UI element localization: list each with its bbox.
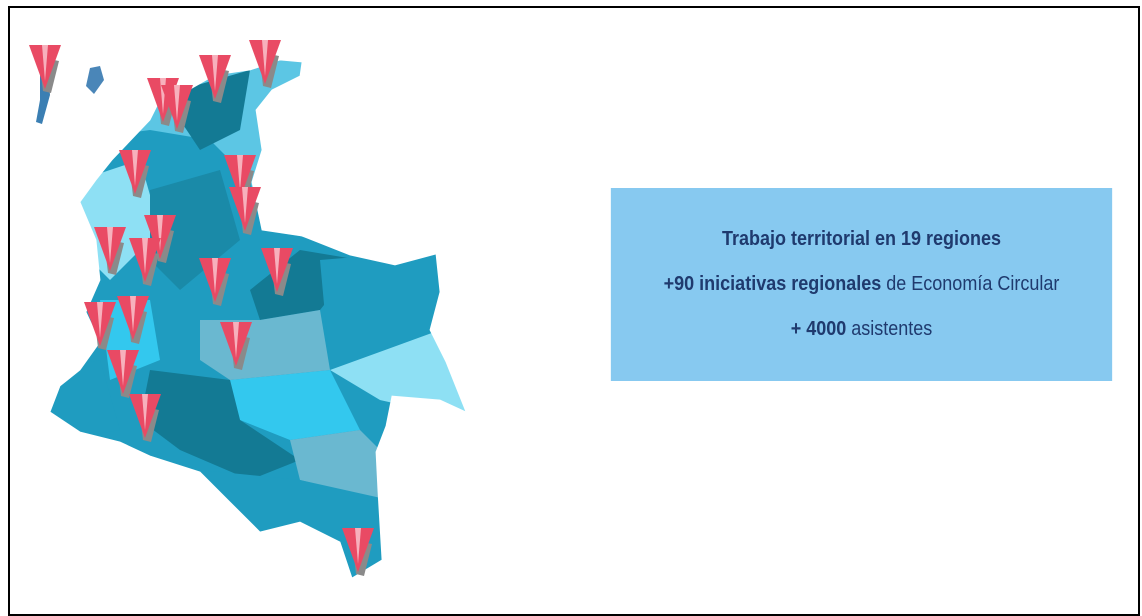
pin bbox=[342, 528, 374, 576]
pin-part bbox=[355, 528, 361, 564]
pin bbox=[249, 40, 281, 88]
pin bbox=[161, 85, 193, 133]
pin-part bbox=[157, 215, 163, 251]
pin-part bbox=[130, 296, 136, 332]
pin bbox=[199, 55, 231, 103]
region bbox=[180, 70, 250, 150]
pin-part bbox=[274, 248, 280, 284]
info-line: + 4000 asistentes bbox=[791, 318, 933, 341]
pin-part bbox=[120, 350, 126, 386]
pin-part bbox=[262, 40, 268, 76]
pin bbox=[94, 227, 126, 275]
pin-part bbox=[97, 302, 103, 338]
pin-part bbox=[142, 394, 148, 430]
pin bbox=[261, 248, 293, 296]
island bbox=[86, 66, 104, 94]
pin-part bbox=[212, 55, 218, 91]
region bbox=[50, 360, 120, 440]
info-text: + 4000 bbox=[790, 318, 847, 340]
pin-part bbox=[233, 322, 239, 358]
pin bbox=[199, 258, 231, 306]
region bbox=[150, 170, 240, 290]
pin-part bbox=[212, 258, 218, 294]
pin bbox=[129, 238, 161, 286]
info-line: +90 iniciativas regionales de Economía C… bbox=[664, 273, 1060, 296]
pin bbox=[29, 45, 61, 93]
info-box: Trabajo territorial en 19 regiones +90 in… bbox=[610, 188, 1113, 381]
pin bbox=[119, 150, 151, 198]
pin-part bbox=[132, 150, 138, 186]
info-text: Trabajo territorial en 19 regiones bbox=[721, 228, 1002, 250]
pin-part bbox=[242, 187, 248, 223]
region bbox=[230, 370, 360, 440]
region bbox=[200, 310, 330, 380]
pin-part bbox=[237, 155, 243, 191]
region bbox=[320, 250, 440, 370]
pin bbox=[107, 350, 139, 398]
pin-part bbox=[107, 227, 113, 263]
info-text: asistentes bbox=[846, 318, 933, 340]
region bbox=[140, 370, 300, 480]
colombia-map bbox=[29, 40, 467, 579]
pin-part bbox=[142, 238, 148, 274]
info-line: Trabajo territorial en 19 regiones bbox=[722, 228, 1001, 251]
region bbox=[290, 430, 390, 500]
info-text: +90 iniciativas regionales bbox=[663, 273, 882, 295]
region bbox=[330, 330, 466, 420]
pin-part bbox=[42, 45, 48, 81]
pin bbox=[84, 302, 116, 350]
pins bbox=[29, 40, 374, 576]
info-text: de Economía Circular bbox=[881, 273, 1060, 295]
pin bbox=[229, 187, 261, 235]
pin bbox=[129, 394, 161, 442]
pin bbox=[117, 296, 149, 344]
pin-part bbox=[174, 85, 180, 121]
pin bbox=[220, 322, 252, 370]
